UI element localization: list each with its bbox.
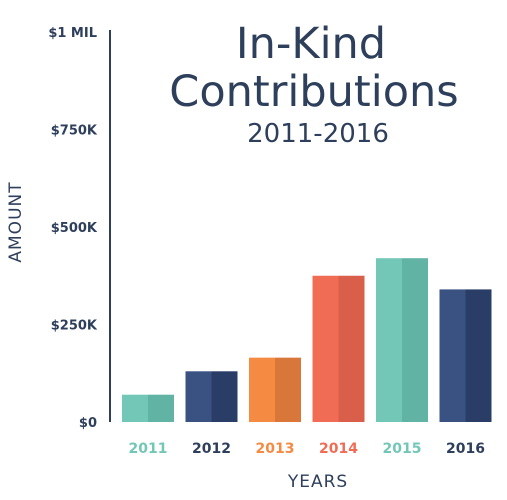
x-axis-label: YEARS [287,472,348,492]
bar [439,289,492,422]
bar-left-half [312,275,339,422]
chart-title-line-2: Contributions [169,67,458,117]
bar [249,357,301,422]
x-tick-label: 2016 [446,441,485,457]
x-tick-label: 2015 [383,441,422,457]
x-axis-ticks: 2011 2012 2013 2014 2015 2016 [129,441,485,457]
bar-right-half [465,289,492,422]
bar-right-half [275,357,301,422]
bar [122,394,174,422]
bar [312,275,365,422]
bar-left-half [122,394,148,422]
bar-left-half [185,371,212,422]
chart-subtitle: 2011-2016 [247,119,389,149]
bar-right-half [402,258,428,422]
bar [185,371,238,422]
bar-right-half [338,275,365,422]
y-tick-label: $1 MIL [48,26,97,41]
bar-left-half [376,258,402,422]
x-tick-label: 2014 [319,441,358,457]
y-axis-ticks: $0 $250K $500K $750K $1 MIL [48,26,98,431]
bar [376,258,428,422]
y-tick-label: $750K [51,124,98,139]
y-tick-label: $500K [51,221,98,236]
x-tick-label: 2011 [129,441,168,457]
x-tick-label: 2012 [192,441,231,457]
chart-title: In-Kind Contributions 2011-2016 [169,19,458,149]
x-tick-label: 2013 [256,441,295,457]
bar-left-half [439,289,466,422]
bars [122,258,492,422]
y-axis-label: AMOUNT [6,181,26,262]
y-tick-label: $0 [79,416,97,431]
bar-left-half [249,357,275,422]
chart-title-line-1: In-Kind [236,19,386,69]
bar-right-half [148,394,174,422]
bar-right-half [211,371,238,422]
y-tick-label: $250K [51,319,98,334]
